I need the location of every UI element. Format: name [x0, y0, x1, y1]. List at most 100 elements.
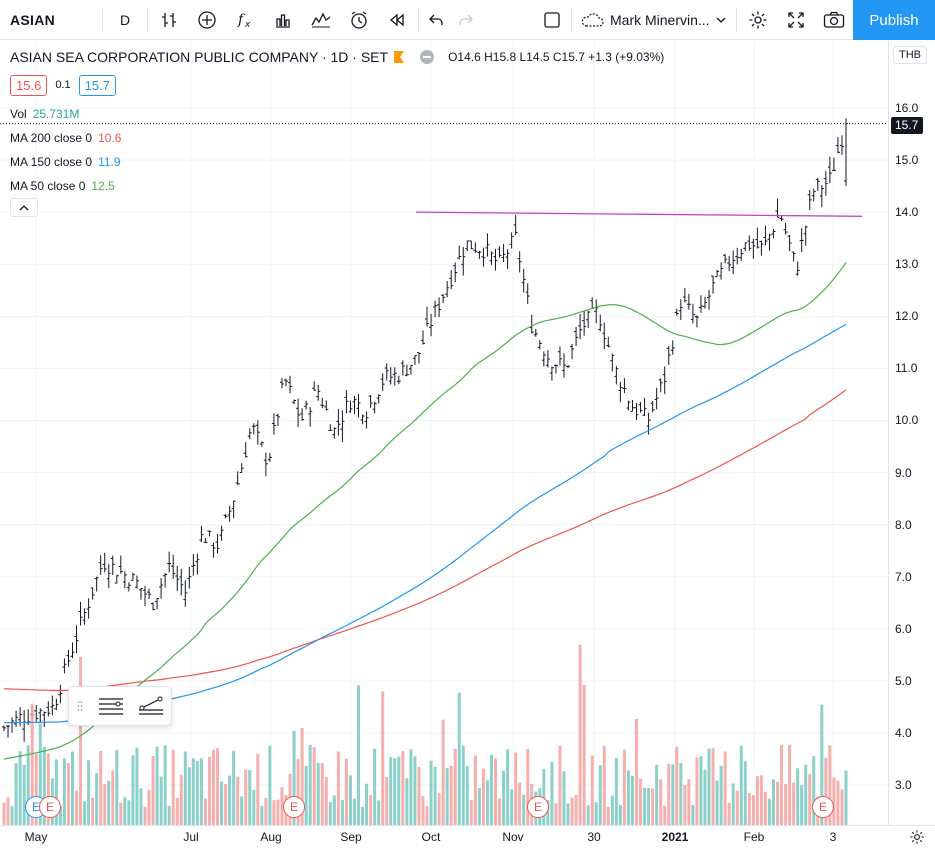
compare-add-icon[interactable] — [188, 0, 226, 40]
chart-pane[interactable] — [0, 41, 888, 825]
symbol-search-button[interactable]: ASIAN — [10, 11, 56, 28]
volume-bar — [506, 749, 510, 825]
ohlc-bar — [155, 598, 160, 610]
interval-button[interactable]: D — [119, 11, 131, 28]
ohlc-bar — [723, 253, 728, 264]
buy-price-button[interactable]: 15.7 — [78, 74, 116, 96]
templates-icon[interactable] — [264, 0, 302, 40]
ohlc-bar — [622, 378, 627, 394]
horizontal-lines-icon[interactable] — [91, 696, 131, 716]
ohlc-bar — [138, 588, 143, 600]
ohlc-bar — [348, 400, 353, 413]
volume-bar — [824, 757, 828, 825]
sell-price-button[interactable]: 15.6 — [10, 74, 48, 96]
ma150-legend[interactable]: MA 150 close 0 11.9 — [10, 150, 664, 174]
ohlc-bar — [70, 642, 75, 659]
time-axis[interactable]: May Jul Aug Sep Oct Nov 30 2021 Feb 3 — [0, 825, 935, 848]
volume-legend[interactable]: Vol 25.731M — [10, 102, 664, 126]
ohlc-bar — [223, 514, 228, 519]
volume-bar — [820, 704, 824, 825]
bid-ask-row: 15.6 0.1 15.7 — [10, 74, 664, 96]
price-tick-label: 15.0 — [895, 153, 919, 168]
undo-icon[interactable] — [421, 0, 451, 40]
bar-style-icon[interactable] — [150, 0, 188, 40]
price-chart[interactable] — [0, 41, 888, 825]
volume-bar — [445, 768, 449, 825]
price-tick-label: 14.0 — [895, 205, 919, 220]
ohlc-bar — [618, 381, 623, 403]
price-axis[interactable]: 3.0 4.0 5.0 6.0 7.0 8.0 9.0 10.0 11.0 12.0 13.0 14.… — [888, 41, 935, 825]
ohlc-high: 15.8 — [492, 50, 517, 64]
ma200-legend[interactable]: MA 200 close 0 10.6 — [10, 126, 664, 150]
volume-bar — [485, 780, 489, 825]
currency-label[interactable]: THB — [893, 46, 927, 64]
ohlc-bar — [477, 250, 482, 259]
earnings-marker[interactable]: E — [812, 796, 834, 818]
chart-legend: ASIAN SEA CORPORATION PUBLIC COMPANY · 1… — [10, 48, 664, 198]
volume-bar — [804, 764, 808, 825]
symbol-title[interactable]: ASIAN SEA CORPORATION PUBLIC COMPANY · 1… — [10, 49, 389, 65]
ohlc-bar — [634, 403, 639, 420]
volume-bar — [429, 760, 433, 825]
earnings-marker[interactable]: E — [283, 796, 305, 818]
ohlc-bar — [171, 554, 176, 579]
ohlc-bar — [356, 393, 361, 418]
ohlc-bar — [163, 572, 168, 588]
ohlc-bar — [763, 225, 768, 246]
chevron-down-icon — [716, 17, 726, 23]
volume-bar — [340, 800, 344, 825]
axis-settings-gear-icon[interactable] — [909, 829, 925, 848]
fullscreen-square-icon[interactable] — [535, 0, 569, 40]
ohlc-bar — [735, 247, 740, 265]
volume-bar — [91, 797, 95, 825]
volume-bar — [276, 799, 280, 825]
ma150-line — [3, 323, 847, 724]
layout-menu-button[interactable]: Mark Minervin... — [574, 0, 734, 40]
financials-icon[interactable] — [302, 0, 340, 40]
time-tick-label: Sep — [340, 830, 362, 844]
trendline-tool-icon[interactable] — [131, 696, 171, 716]
ma50-legend[interactable]: MA 50 close 0 12.5 — [10, 174, 664, 198]
camera-icon[interactable] — [815, 0, 853, 40]
volume-bar — [840, 789, 844, 825]
time-tick-label: Jul — [183, 830, 199, 844]
volume-bar — [699, 756, 703, 825]
volume-bar — [643, 787, 647, 825]
collapse-legend-button[interactable] — [10, 198, 38, 217]
ohlc-bar — [151, 602, 156, 611]
ohlc-bar — [465, 240, 470, 251]
floating-drawing-toolbar[interactable] — [68, 686, 172, 726]
ohlc-bar — [553, 364, 558, 374]
publish-button[interactable]: Publish — [853, 0, 935, 40]
ohlc-bar — [126, 582, 131, 592]
redo-icon[interactable] — [451, 0, 481, 40]
earnings-marker[interactable]: E — [39, 796, 61, 818]
volume-bar — [659, 779, 663, 825]
alert-clock-icon[interactable] — [340, 0, 378, 40]
ohlc-bar — [279, 377, 284, 389]
volume-bar — [776, 781, 780, 825]
last-price-label: 15.7 — [891, 117, 923, 134]
volume-bar — [151, 755, 155, 825]
ohlc-bar — [54, 698, 59, 711]
fullscreen-icon[interactable] — [777, 0, 815, 40]
ohlc-bar — [183, 580, 188, 607]
ohlc-bar — [416, 352, 421, 364]
ohlc-bar — [179, 568, 184, 596]
volume-bar — [143, 806, 147, 825]
ohlc-bar — [469, 240, 474, 250]
ohlc-bar — [187, 566, 192, 589]
settings-gear-icon[interactable] — [739, 0, 777, 40]
price-tick-label: 5.0 — [895, 673, 912, 688]
volume-bar — [630, 775, 634, 825]
earnings-marker[interactable]: E — [527, 796, 549, 818]
ohlc-bar — [690, 303, 695, 324]
volume-bar — [651, 788, 655, 825]
volume-bar — [272, 800, 276, 825]
bar-replay-icon[interactable] — [378, 0, 416, 40]
volume-bar — [95, 773, 99, 825]
drag-handle-icon[interactable] — [69, 700, 91, 712]
ohlc-bar — [372, 401, 377, 414]
volume-bar — [767, 798, 771, 825]
